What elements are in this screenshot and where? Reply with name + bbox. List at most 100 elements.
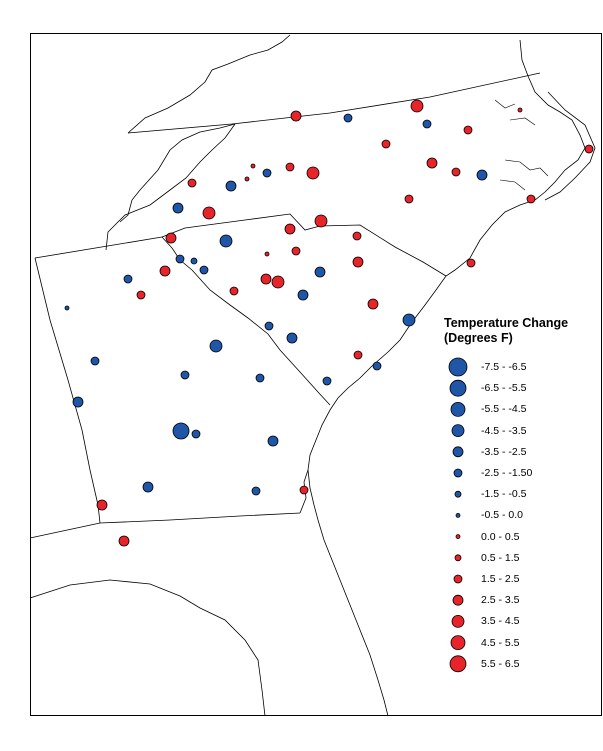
- station-marker: [64, 305, 70, 311]
- legend-label: -6.5 - -5.5: [481, 382, 527, 395]
- station-marker: [180, 370, 190, 380]
- legend-symbol: [451, 424, 465, 438]
- ky-va-border: [119, 123, 236, 223]
- legend-label: 4.5 - 5.5: [481, 636, 520, 649]
- station-marker: [260, 273, 272, 285]
- station-marker: [352, 231, 362, 241]
- station-marker: [343, 113, 353, 123]
- legend-label: -0.5 - 0.0: [481, 509, 524, 522]
- station-marker: [136, 290, 146, 300]
- legend-symbol: [450, 635, 466, 650]
- station-marker: [463, 125, 473, 135]
- legend-symbol: [452, 446, 464, 458]
- state-boundaries: [29, 34, 541, 717]
- station-marker: [90, 356, 100, 366]
- station-marker: [118, 535, 130, 547]
- legend-symbol: [452, 594, 464, 606]
- station-marker: [250, 163, 256, 169]
- station-marker: [209, 339, 223, 353]
- station-marker: [202, 206, 216, 220]
- nc-sc-border: [161, 213, 447, 277]
- station-marker: [410, 99, 424, 113]
- station-marker: [297, 289, 309, 301]
- legend-label: -1.5 - -0.5: [481, 488, 527, 501]
- station-marker: [584, 144, 594, 154]
- station-marker: [517, 107, 523, 113]
- legend-label: -7.5 - -6.5: [481, 361, 527, 373]
- station-marker: [191, 429, 201, 439]
- legend-symbols: [448, 357, 468, 673]
- legend-symbol: [449, 655, 467, 673]
- legend-label: 1.5 - 2.5: [481, 573, 520, 585]
- station-marker: [225, 180, 237, 192]
- legend-symbol: [453, 574, 463, 584]
- station-marker: [251, 486, 261, 496]
- legend-title-line2: (Degrees F): [444, 331, 513, 345]
- legend-label: 3.5 - 4.5: [481, 615, 520, 628]
- station-marker: [526, 194, 536, 204]
- station-marker: [402, 313, 416, 327]
- legend-symbol: [455, 534, 461, 539]
- legend-label: -3.5 - -2.5: [481, 445, 527, 458]
- station-marker: [219, 234, 233, 248]
- station-marker: [175, 254, 185, 264]
- station-marker: [314, 266, 326, 278]
- legend-symbol: [454, 554, 462, 562]
- station-marker: [285, 162, 295, 172]
- station-marker: [262, 168, 272, 178]
- station-marker: [159, 265, 171, 277]
- va-nc-border: [127, 72, 541, 134]
- station-marker: [290, 110, 302, 122]
- station-marker: [284, 223, 296, 235]
- station-markers: [64, 99, 594, 547]
- station-marker: [255, 373, 265, 383]
- station-marker: [372, 361, 382, 371]
- legend-title-line1: Temperature Change: [444, 316, 569, 330]
- station-marker: [165, 232, 177, 244]
- station-marker: [190, 257, 198, 265]
- station-marker: [244, 176, 250, 182]
- map-frame: [30, 33, 602, 716]
- station-marker: [187, 178, 197, 188]
- station-marker: [352, 256, 364, 268]
- legend-label: 0.5 - 1.5: [481, 551, 520, 564]
- legend-symbol: [454, 490, 462, 498]
- legend-symbol: [455, 513, 461, 518]
- station-marker: [199, 265, 209, 275]
- station-marker: [264, 321, 274, 331]
- ga-fl-border: [29, 512, 301, 539]
- legend-label: -5.5 - -4.5: [481, 403, 527, 416]
- station-marker: [306, 166, 320, 180]
- station-marker: [466, 258, 476, 268]
- ga-tn-border: [34, 236, 163, 259]
- va-wv-border: [127, 34, 291, 134]
- station-marker: [367, 298, 379, 310]
- station-marker: [299, 485, 309, 495]
- station-marker: [286, 332, 298, 344]
- station-marker: [96, 499, 108, 511]
- legend-symbol: [451, 615, 465, 628]
- legend-label: -2.5 - -1.50: [481, 467, 533, 479]
- station-marker: [267, 435, 279, 447]
- legend-label: 0.0 - 0.5: [481, 530, 520, 543]
- outer-banks: [544, 91, 596, 201]
- legend-label: 5.5 - 6.5: [481, 657, 520, 670]
- station-marker: [172, 202, 184, 214]
- station-marker: [123, 274, 133, 284]
- station-marker: [322, 376, 332, 386]
- ga-al-border: [34, 257, 101, 524]
- station-marker: [72, 396, 84, 408]
- station-marker: [142, 481, 154, 493]
- station-marker: [422, 119, 432, 129]
- station-marker: [353, 350, 363, 360]
- station-marker: [264, 251, 270, 257]
- legend-symbol: [450, 401, 466, 417]
- station-marker: [451, 167, 461, 177]
- station-marker: [404, 194, 414, 204]
- station-marker: [381, 139, 391, 149]
- station-marker: [291, 246, 301, 256]
- station-marker: [476, 169, 488, 181]
- atlantic-coastline: [307, 39, 586, 717]
- station-marker: [426, 157, 438, 169]
- legend-symbol: [449, 379, 467, 397]
